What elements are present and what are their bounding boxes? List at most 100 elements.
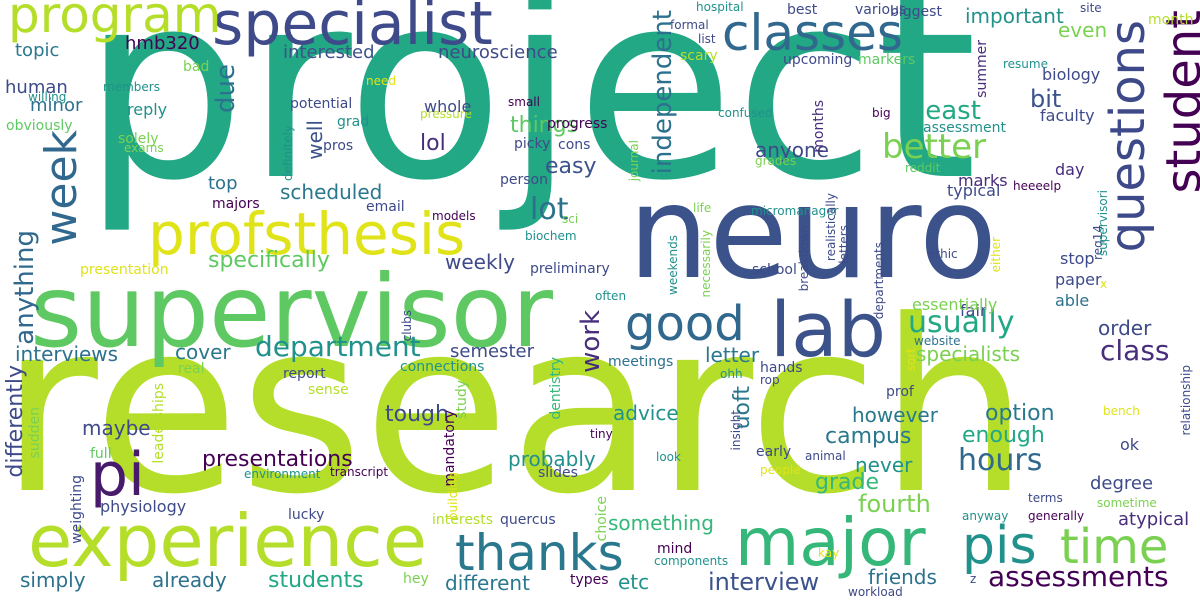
word-website: website — [914, 334, 961, 348]
word-major: major — [735, 504, 926, 581]
word-dentistry: dentistry — [548, 357, 564, 420]
word-necessarily: necessarily — [699, 230, 713, 298]
word-usually: usually — [908, 305, 1015, 340]
word-confused: confused — [718, 106, 773, 120]
word-specialist: specialist — [212, 0, 493, 59]
word-minor: minor — [30, 95, 83, 116]
word-atypical: atypical — [1118, 509, 1190, 530]
word-interview: interview — [708, 568, 820, 596]
word-easy: easy — [545, 154, 597, 179]
word-preliminary: preliminary — [530, 261, 610, 277]
word-order: order — [1098, 316, 1152, 340]
word-early: early — [756, 444, 792, 460]
word-letters: letters — [837, 225, 851, 264]
word-enough: enough — [962, 423, 1045, 448]
word-pressure: pressure — [420, 107, 472, 121]
word-insight: insight — [729, 410, 743, 451]
word-markers: markers — [858, 52, 916, 68]
word-hey: hey — [403, 571, 429, 587]
word-experience: experience — [28, 499, 428, 583]
word-site: site — [1080, 1, 1102, 15]
word-potential: potential — [290, 96, 353, 112]
word-already: already — [152, 568, 227, 592]
word-reddit: reddit — [905, 161, 941, 175]
word-types: types — [570, 572, 609, 588]
word-well: well — [303, 120, 327, 160]
word-semester: semester — [450, 341, 534, 362]
word-bad: bad — [183, 59, 210, 75]
word-sudden: sudden — [27, 407, 43, 459]
word-assessments: assessments — [988, 560, 1169, 593]
word-willing: willing — [28, 90, 67, 104]
word-human: human — [5, 77, 68, 98]
word-sense: sense — [308, 382, 349, 398]
word-project: project — [82, 0, 978, 237]
word-biology: biology — [1042, 65, 1101, 84]
word-bench: bench — [1103, 404, 1140, 418]
word-ethic: ethic — [928, 247, 958, 261]
word-tiny: tiny — [590, 427, 613, 441]
word-simply: simply — [20, 568, 86, 592]
word-animal: animal — [805, 449, 846, 463]
word-tough: tough — [385, 402, 449, 427]
word-small: small — [508, 95, 540, 109]
word-friends: friends — [868, 565, 937, 589]
word-ok: ok — [1120, 435, 1140, 454]
word-classes: classes — [722, 4, 903, 62]
word-etc: etc — [618, 570, 650, 594]
word-anyone: anyone — [755, 138, 829, 162]
word-topic: topic — [15, 40, 60, 61]
word-maybe: maybe — [82, 416, 151, 440]
word-profsthesis: profsthesis — [148, 200, 466, 268]
word-week: week — [36, 130, 87, 246]
word-connections: connections — [400, 359, 485, 375]
word-life: life — [693, 201, 712, 215]
word-components: components — [654, 554, 729, 568]
word-cover: cover — [175, 340, 231, 364]
word-class: class — [1100, 334, 1170, 367]
word-important: important — [965, 4, 1064, 28]
word-members: members — [103, 80, 160, 94]
word-list: list — [698, 32, 716, 46]
word-weighting: weighting — [69, 475, 85, 544]
word-study: study — [454, 380, 470, 419]
word-interests: interests — [432, 512, 494, 528]
word-solely: solely — [118, 131, 159, 147]
word-school: school — [752, 262, 797, 278]
word-assessment: assessment — [923, 120, 1006, 136]
word-picky: picky — [514, 136, 551, 152]
word-quercus: quercus — [500, 512, 556, 528]
word-weekly: weekly — [445, 250, 515, 274]
word-supervisor: supervisor — [30, 253, 553, 370]
word-cons: cons — [558, 137, 591, 153]
word-anyway: anyway — [962, 509, 1009, 523]
word-person: person — [500, 172, 548, 188]
word-presentations: presentations — [202, 447, 353, 472]
word-supervisori: supervisori — [1096, 190, 1110, 257]
word-month: month — [1148, 12, 1194, 28]
word-fourth: fourth — [858, 490, 931, 518]
word-real: real — [178, 361, 205, 377]
word-stop: stop — [1060, 249, 1095, 268]
word-campus: campus — [825, 424, 912, 449]
word-pi: pi — [90, 440, 145, 510]
word-however: however — [852, 403, 938, 427]
word-able: able — [1055, 291, 1090, 310]
word-essentially: essentially — [912, 295, 998, 314]
word-grade: grade — [815, 470, 879, 495]
word-often: often — [595, 289, 627, 303]
word-heeeelp: heeeelp — [1013, 179, 1062, 193]
word-departments: departments — [872, 242, 886, 320]
word-formal: formal — [670, 18, 709, 32]
word-student: student — [1156, 10, 1200, 194]
word-better: better — [882, 127, 987, 167]
word-majors: majors — [212, 196, 260, 212]
word-interested: interested — [283, 42, 375, 63]
word-interviews: interviews — [15, 342, 119, 366]
word-pros: pros — [323, 138, 354, 154]
word-department: department — [255, 330, 421, 363]
word-people: people — [760, 463, 801, 477]
word-z: z — [970, 572, 977, 586]
word-transcript: transcript — [330, 465, 389, 479]
word-exams: exams — [124, 141, 164, 155]
